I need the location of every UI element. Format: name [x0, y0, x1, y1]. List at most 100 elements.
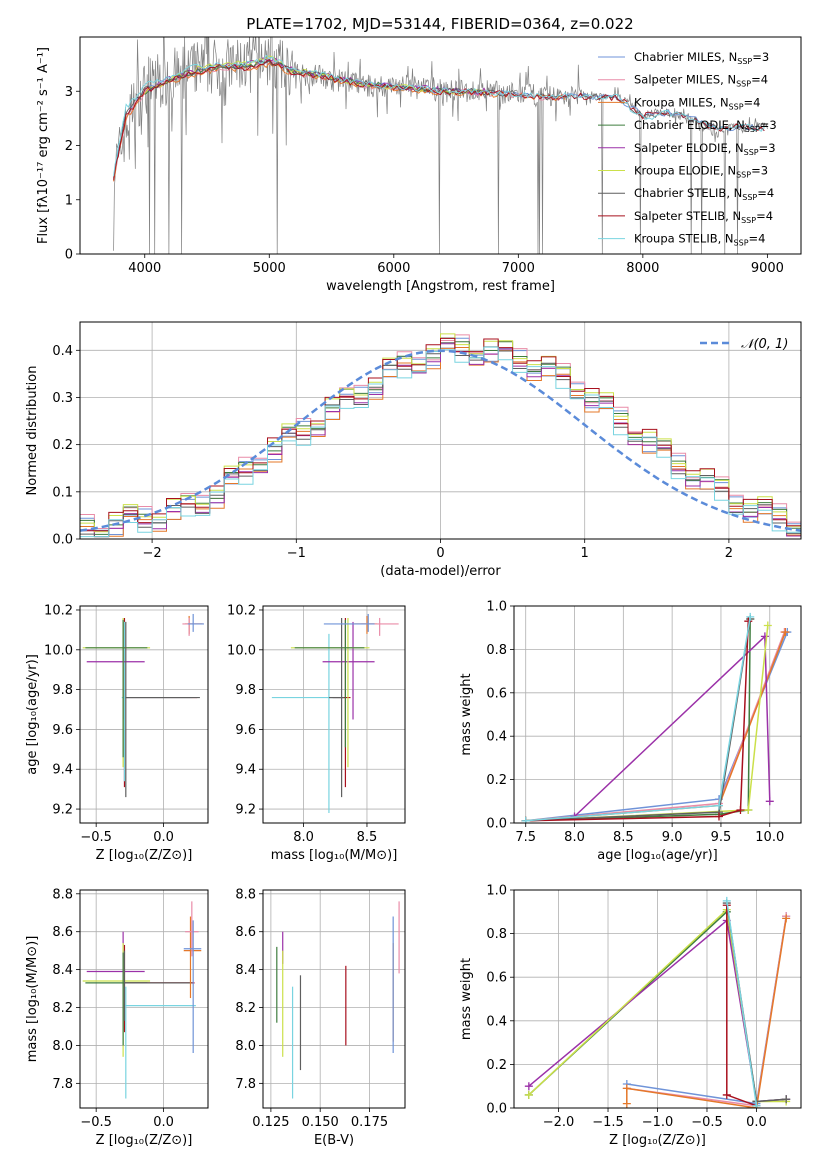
- legend-entry-name: Kroupa MILES, N: [634, 95, 729, 109]
- legend-entry-sub: SSP: [744, 148, 759, 157]
- x-tick-label: 8.0: [564, 830, 585, 845]
- errorbar-point: [85, 619, 148, 758]
- mass-weight-line: [525, 621, 750, 822]
- x-axis-label: age [log₁₀(age/yr)]: [597, 848, 718, 863]
- errorbar-point: [125, 621, 200, 798]
- plus-marker: [760, 632, 769, 641]
- legend-entry-count: =4: [756, 209, 773, 223]
- y-tick-label: 8.6: [52, 925, 73, 940]
- y-tick-label: 0.1: [52, 485, 73, 500]
- plot-area: [113, 37, 768, 254]
- y-tick-label: 0.2: [52, 438, 73, 453]
- y-tick-label: 8.2: [235, 1001, 256, 1016]
- y-tick-label: 8.4: [52, 963, 73, 978]
- x-tick-label: −0.5: [80, 830, 112, 845]
- errorbar-point: [294, 619, 365, 748]
- axes-frame: [79, 605, 209, 824]
- x-tick-label: 0.0: [746, 1115, 767, 1130]
- legend-entry-name: Salpeter STELIB, N: [634, 209, 741, 223]
- plot-area: [80, 606, 208, 823]
- y-tick-label: 7.8: [235, 1077, 256, 1092]
- axes-frame: [79, 889, 209, 1109]
- x-axis-label: Z [log₁₀(Z/Z⊙)]: [96, 1133, 193, 1148]
- plus-marker: [622, 1084, 631, 1093]
- y-tick-label: 9.8: [52, 683, 73, 698]
- legend-entry: Kroupa MILES, NSSP=4: [634, 95, 760, 111]
- y-axis-label: Normed distribution: [25, 366, 40, 496]
- x-tick-label: 8.5: [613, 830, 634, 845]
- plus-marker: [715, 801, 723, 810]
- plot-area: [80, 322, 801, 539]
- y-tick-label: 0: [65, 248, 73, 263]
- y-tick-label: 9.6: [235, 723, 256, 738]
- y-tick-label: 3: [65, 85, 73, 100]
- y-tick-label: 1.0: [486, 600, 507, 615]
- x-tick-label: −1.5: [592, 1115, 624, 1130]
- errorbar-point: [185, 901, 199, 957]
- y-tick-label: 9.4: [52, 763, 73, 778]
- axes-frame: [513, 605, 802, 824]
- legend-entry-count: =4: [749, 232, 766, 246]
- legend-entry: Chabrier ELODIE, NSSP=3: [634, 118, 777, 134]
- plus-marker: [521, 816, 530, 823]
- y-tick-label: 9.4: [235, 763, 256, 778]
- y-tick-label: 2: [65, 139, 73, 154]
- panel-massweight_vs_Z: −2.0 −1.5 −1.0 −0.5 0.0 0.0 0.2 0.4 0.6 0.8 1.0 Z […: [459, 884, 802, 1148]
- plot-area: [80, 890, 208, 1108]
- mass-weight-line: [626, 918, 787, 1108]
- plus-marker: [782, 1095, 791, 1104]
- y-tick-label: 0.0: [52, 533, 73, 548]
- plus-marker: [524, 1082, 533, 1091]
- x-tick-label: 8.5: [357, 830, 378, 845]
- x-tick-label: 5000: [253, 261, 286, 276]
- x-tick-label: −2.0: [543, 1115, 575, 1130]
- legend-entry-name: Salpeter MILES, N: [634, 73, 736, 87]
- y-tick-label: 10.0: [227, 643, 256, 658]
- y-tick-label: 0.6: [486, 686, 507, 701]
- data-spectrum-line: [113, 37, 768, 254]
- y-tick-label: 0.4: [486, 730, 507, 745]
- y-tick-label: 0.0: [486, 1102, 507, 1117]
- model-spectrum-line: [113, 58, 765, 181]
- x-tick-label: 0.150: [302, 1115, 339, 1130]
- legend-entry-sub: SSP: [734, 239, 749, 248]
- residual-histogram: [80, 337, 801, 532]
- x-tick-label: −0.5: [691, 1115, 723, 1130]
- legend-entry-name: Kroupa ELODIE, N: [634, 164, 736, 178]
- plot-layer: 4000 5000 6000 7000 8000 9000 0 1 2 3 wavelength […: [25, 36, 802, 1148]
- y-axis-label: mass [log₁₀(M/M⊙)]: [25, 936, 40, 1063]
- y-tick-label: 7.8: [52, 1077, 73, 1092]
- y-tick-label: 8.0: [52, 1039, 73, 1054]
- x-tick-label: 0.175: [351, 1115, 388, 1130]
- plot-area: [514, 890, 801, 1108]
- legend-entry: Kroupa STELIB, NSSP=4: [634, 232, 765, 248]
- x-tick-label: 8000: [626, 261, 659, 276]
- legend-entry-count: =3: [759, 141, 776, 155]
- x-tick-label: −1.0: [642, 1115, 674, 1130]
- y-axis-label: age [log₁₀(age/yr)]: [25, 654, 40, 775]
- x-tick-label: 0: [436, 546, 444, 561]
- x-tick-label: 1: [581, 546, 589, 561]
- panel-massweight_vs_age: 7.5 8.0 8.5 9.0 9.5 10.0 0.0 0.2 0.4 0.6 0.8 1.0 age…: [459, 600, 802, 863]
- y-tick-label: 8.4: [235, 963, 256, 978]
- axes-frame: [79, 321, 802, 540]
- plus-marker: [524, 1090, 533, 1099]
- plus-marker: [746, 612, 755, 621]
- x-tick-label: 9.5: [711, 830, 732, 845]
- y-axis-label: mass weight: [459, 958, 474, 1040]
- y-tick-label: 8.8: [235, 887, 256, 902]
- plus-marker: [736, 805, 745, 814]
- x-tick-label: 4000: [128, 261, 161, 276]
- errorbar-point: [183, 916, 202, 999]
- y-tick-label: 0.2: [486, 773, 507, 788]
- x-tick-label: 7000: [502, 261, 535, 276]
- x-tick-label: −1: [287, 546, 306, 561]
- legend-entry-name: Chabrier MILES, N: [634, 50, 737, 64]
- legend-entry: Salpeter MILES, NSSP=4: [634, 73, 768, 89]
- axes-frame: [262, 889, 406, 1109]
- plot-area: [263, 890, 405, 1108]
- plus-marker: [763, 621, 772, 630]
- x-tick-label: 9000: [751, 261, 784, 276]
- y-tick-label: 10.2: [227, 603, 256, 618]
- x-axis-label: Z [log₁₀(Z/Z⊙)]: [96, 848, 193, 863]
